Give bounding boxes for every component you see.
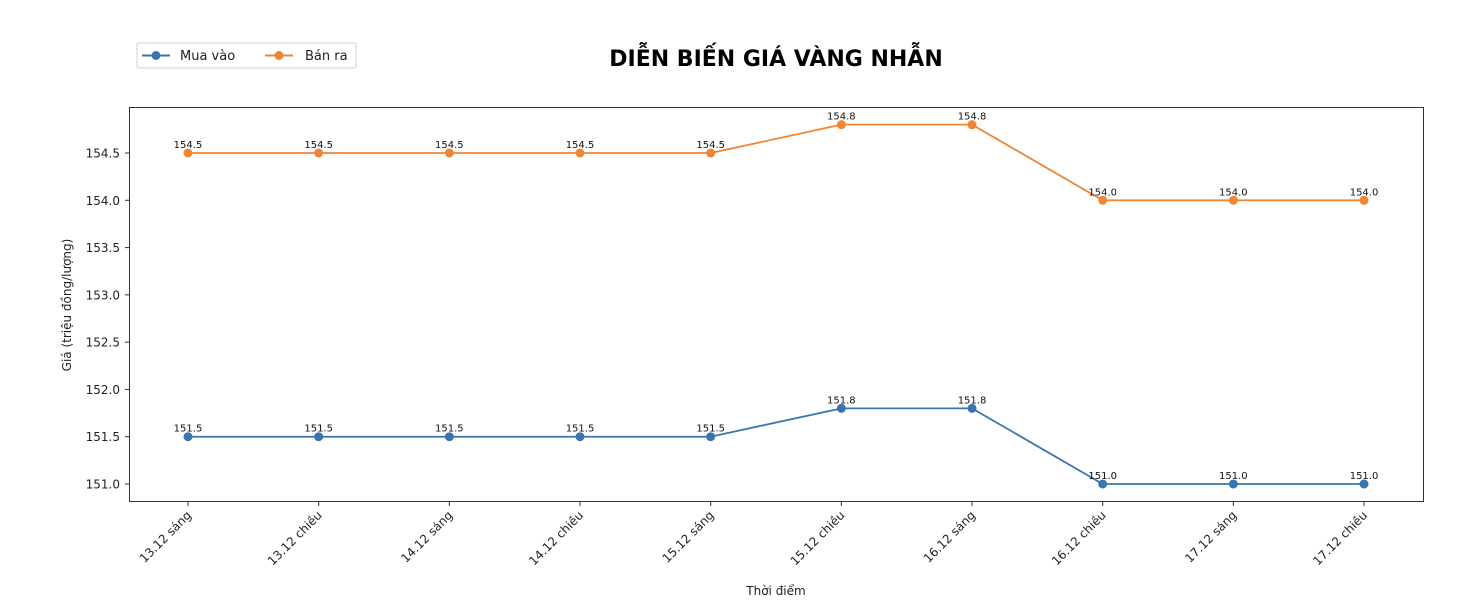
data-label: 151.0 xyxy=(1350,471,1379,482)
x-axis-label: Thời điểm xyxy=(745,584,805,598)
data-point-marker xyxy=(836,120,846,130)
data-label: 154.5 xyxy=(566,140,595,151)
y-tick-label: 153.5 xyxy=(86,241,120,255)
x-tick-label: 16.12 sáng xyxy=(921,508,978,565)
data-point-marker xyxy=(1098,479,1108,489)
y-tick-label: 152.5 xyxy=(86,336,120,350)
y-axis: 151.0 151.5 152.0 152.5 153.0 153.5 154.0 154.5 xyxy=(86,147,130,492)
data-point-marker xyxy=(967,403,977,413)
y-tick-label: 152.0 xyxy=(86,383,120,397)
data-point-marker xyxy=(314,432,324,442)
data-point-marker xyxy=(1228,195,1238,205)
data-label: 151.0 xyxy=(1219,471,1248,482)
legend-item-sell: Bán ra xyxy=(265,49,348,64)
plot-area xyxy=(129,107,1424,502)
data-label: 151.5 xyxy=(174,424,203,435)
data-point-marker xyxy=(575,432,585,442)
data-point-marker xyxy=(967,120,977,130)
data-label: 151.5 xyxy=(304,424,333,435)
x-axis: 13.12 sáng 13.12 chiều 14.12 sáng 14.12 chi… xyxy=(137,501,1370,568)
data-point-marker xyxy=(706,432,716,442)
data-label: 154.8 xyxy=(827,112,856,123)
data-point-marker xyxy=(1359,195,1369,205)
data-label: 154.0 xyxy=(1088,187,1117,198)
y-tick-label: 154.5 xyxy=(86,147,120,161)
data-label: 151.0 xyxy=(1088,471,1117,482)
series-sell: 154.5 154.5 154.5 154.5 154.5 154.8 154.8 154.0… xyxy=(174,112,1379,205)
series-buy: 151.5 151.5 151.5 151.5 151.5 151.8 151.8 151.0… xyxy=(174,395,1379,489)
data-label: 151.5 xyxy=(435,424,464,435)
x-tick-label: 17.12 sáng xyxy=(1182,508,1239,565)
chart-title: DIỄN BIẾN GIÁ VÀNG NHẪN xyxy=(609,43,942,72)
data-point-marker xyxy=(444,432,454,442)
data-label: 151.5 xyxy=(696,424,725,435)
data-point-marker xyxy=(183,148,193,158)
x-tick-label: 15.12 chiều xyxy=(788,508,848,568)
data-point-marker xyxy=(444,148,454,158)
x-tick-label: 14.12 sáng xyxy=(398,508,455,565)
x-tick-label: 15.12 sáng xyxy=(660,508,717,565)
data-label: 154.0 xyxy=(1219,187,1248,198)
data-point-marker xyxy=(706,148,716,158)
x-tick-label: 13.12 chiều xyxy=(265,508,325,568)
legend-frame xyxy=(136,42,357,69)
data-point-marker xyxy=(1359,479,1369,489)
legend-item-buy: Mua vào xyxy=(142,49,235,64)
data-point-marker xyxy=(314,148,324,158)
data-label: 151.8 xyxy=(827,395,856,406)
y-tick-label: 154.0 xyxy=(86,194,120,208)
data-label: 151.8 xyxy=(958,395,987,406)
y-axis-label: Giá (triệu đồng/lượng) xyxy=(60,239,74,372)
y-tick-label: 151.0 xyxy=(86,478,120,492)
legend: Mua vào Bán ra xyxy=(136,42,357,69)
data-point-marker xyxy=(575,148,585,158)
data-point-marker xyxy=(836,403,846,413)
legend-marker-icon xyxy=(151,51,161,60)
legend-label: Mua vào xyxy=(180,49,235,64)
data-label: 154.0 xyxy=(1350,187,1379,198)
series-group: 151.5 151.5 151.5 151.5 151.5 151.8 151.8 151.0… xyxy=(174,112,1379,489)
data-point-marker xyxy=(183,432,193,442)
data-label: 154.8 xyxy=(958,112,987,123)
data-label: 154.5 xyxy=(435,140,464,151)
data-label: 154.5 xyxy=(696,140,725,151)
x-tick-label: 16.12 chiều xyxy=(1049,508,1109,568)
x-tick-label: 17.12 chiều xyxy=(1310,508,1370,568)
x-tick-label: 14.12 chiều xyxy=(526,508,586,568)
y-tick-label: 151.5 xyxy=(86,430,120,444)
data-label: 154.5 xyxy=(174,140,203,151)
series-line xyxy=(188,407,1365,485)
x-tick-label: 13.12 sáng xyxy=(137,508,194,565)
data-label: 154.5 xyxy=(304,140,333,151)
series-line xyxy=(188,123,1365,202)
legend-marker-icon xyxy=(274,51,284,60)
data-label: 151.5 xyxy=(566,424,595,435)
data-point-marker xyxy=(1098,195,1108,205)
data-point-marker xyxy=(1228,479,1238,489)
y-tick-label: 153.0 xyxy=(86,288,120,302)
legend-label: Bán ra xyxy=(305,49,348,64)
